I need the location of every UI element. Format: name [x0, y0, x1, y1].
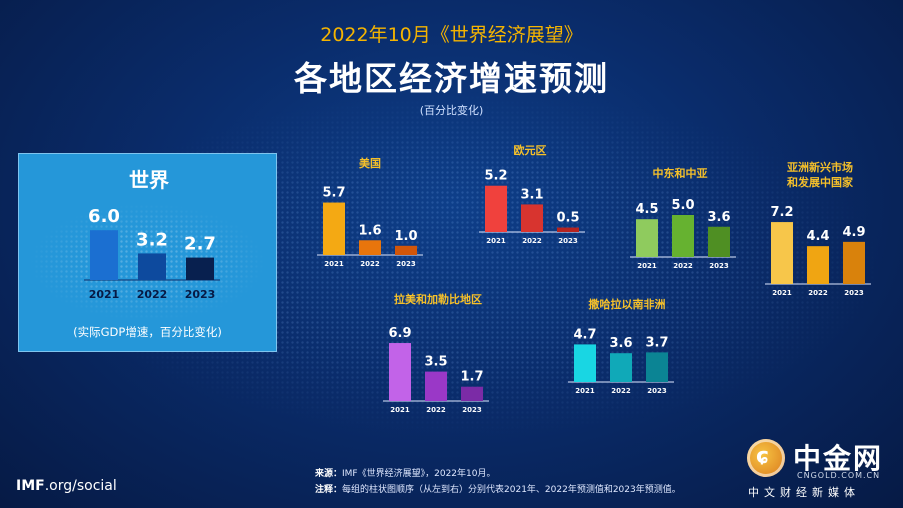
- mideast-value-label-2021: 4.5: [635, 202, 658, 217]
- latam-year-label-2021: 2021: [390, 406, 410, 414]
- us-year-label-2022: 2022: [360, 260, 380, 268]
- cngold-logo-name: 中金网: [793, 442, 884, 475]
- latam-bar-2023: [461, 386, 483, 401]
- page-subtitle: (百分比变化): [419, 104, 484, 117]
- cngold-logo-icon: ɕ: [747, 439, 785, 477]
- footer-source-label: 来源：: [315, 469, 343, 479]
- euro-value-label-2022: 3.1: [520, 187, 543, 202]
- us-title: 美国: [359, 157, 381, 170]
- us-value-label-2021: 5.7: [322, 186, 345, 201]
- latam-year-label-2022: 2022: [426, 406, 446, 414]
- world-value-label-2023: 2.7: [184, 234, 216, 255]
- us-bar-chart: 5.7 2021 1.6 2022 1.0 2023: [317, 186, 423, 268]
- asia-title: 亚洲新兴市场 和发展中国家: [775, 160, 865, 190]
- euro-bar-chart: 5.2 2021 3.1 2022 0.5 2023: [479, 169, 585, 245]
- us-bar-2021: [323, 202, 345, 255]
- mideast-value-label-2022: 5.0: [671, 198, 694, 213]
- asia-value-label-2023: 4.9: [842, 225, 865, 240]
- mideast-bar-2021: [636, 219, 658, 257]
- euro-value-label-2021: 5.2: [484, 169, 507, 184]
- asia-bar-2023: [843, 241, 865, 284]
- asia-bar-chart: 7.2 2021 4.4 2022 4.9 2023: [765, 205, 871, 297]
- ssa-bar-chart: 4.7 2021 3.6 2022 3.7 2023: [568, 327, 674, 395]
- mideast-bar-2022: [672, 215, 694, 257]
- asia-year-label-2021: 2021: [772, 289, 792, 297]
- world-bar-2022: [138, 253, 166, 280]
- ssa-value-label-2022: 3.6: [609, 336, 632, 351]
- footer-source-text: IMF《世界经济展望》，2022年10月。: [342, 469, 496, 479]
- mideast-value-label-2023: 3.6: [707, 210, 730, 225]
- page-title: 各地区经济增速预测: [294, 59, 609, 98]
- mideast-year-label-2023: 2023: [709, 262, 729, 270]
- asia-bar-2022: [807, 246, 829, 284]
- latam-year-label-2023: 2023: [462, 406, 482, 414]
- asia-year-label-2023: 2023: [844, 289, 864, 297]
- latam-title: 拉美和加勒比地区: [394, 293, 482, 306]
- footer-note-label: 注释：: [315, 485, 343, 495]
- world-year-label-2021: 2021: [89, 288, 120, 301]
- mideast-title: 中东和中亚: [652, 167, 708, 180]
- latam-bar-2021: [389, 343, 411, 401]
- euro-title: 欧元区: [513, 144, 547, 157]
- world-panel-map: [19, 154, 276, 351]
- asia-value-label-2021: 7.2: [770, 205, 793, 220]
- us-year-label-2023: 2023: [396, 260, 416, 268]
- us-value-label-2022: 1.6: [358, 223, 381, 238]
- world-bar-chart: 6.0 2021 3.2 2022 2.7 2023: [84, 206, 220, 301]
- us-value-label-2023: 1.0: [394, 229, 417, 244]
- ssa-bar-2021: [574, 344, 596, 382]
- euro-bar-2023: [557, 227, 579, 232]
- world-value-label-2021: 6.0: [88, 206, 120, 227]
- footer-note-text: 每组的柱状图顺序（从左到右）分别代表2021年、2022年预测值和2023年预测…: [342, 485, 681, 495]
- latam-value-label-2023: 1.7: [460, 370, 483, 385]
- latam-bar-chart: 6.9 2021 3.5 2022 1.7 2023: [383, 326, 489, 414]
- ssa-title: 撒哈拉以南非洲: [588, 298, 666, 311]
- ssa-bar-2023: [646, 352, 668, 382]
- euro-year-label-2022: 2022: [522, 237, 542, 245]
- world-bar-2021: [90, 230, 118, 280]
- world-panel-note: (实际GDP增速，百分比变化): [73, 325, 222, 339]
- latam-value-label-2021: 6.9: [388, 326, 411, 341]
- asia-value-label-2022: 4.4: [806, 229, 829, 244]
- euro-year-label-2023: 2023: [558, 237, 578, 245]
- latam-bar-2022: [425, 371, 447, 401]
- ssa-bar-2022: [610, 353, 632, 382]
- mideast-bar-chart: 4.5 2021 5.0 2022 3.6 2023: [630, 198, 736, 270]
- world-year-label-2022: 2022: [137, 288, 168, 301]
- imf-brand: IMF: [16, 478, 45, 494]
- world-bar-2023: [186, 257, 214, 280]
- asia-title-line1: 亚洲新兴市场: [787, 161, 853, 174]
- world-panel-title: 世界: [129, 168, 169, 192]
- imf-social-link[interactable]: IMF.org/social: [16, 478, 117, 494]
- euro-bar-2022: [521, 204, 543, 232]
- ssa-year-label-2021: 2021: [575, 387, 595, 395]
- world-value-label-2022: 3.2: [136, 229, 168, 250]
- euro-bar-2021: [485, 185, 507, 232]
- cngold-logo-url: CNGOLD.COM.CN: [797, 471, 881, 480]
- footer-note: 注释：每组的柱状图顺序（从左到右）分别代表2021年、2022年预测值和2023…: [315, 482, 681, 495]
- latam-value-label-2022: 3.5: [424, 355, 447, 370]
- us-year-label-2021: 2021: [324, 260, 344, 268]
- mideast-bar-2023: [708, 226, 730, 257]
- report-edition: 2022年10月《世界经济展望》: [320, 24, 583, 46]
- ssa-value-label-2023: 3.7: [645, 335, 668, 350]
- world-year-label-2023: 2023: [185, 288, 216, 301]
- asia-title-line2: 和发展中国家: [787, 176, 853, 189]
- ssa-value-label-2021: 4.7: [573, 327, 596, 342]
- cngold-logo: ɕ 中金网 CNGOLD.COM.CN 中文财经新媒体: [745, 437, 895, 499]
- euro-year-label-2021: 2021: [486, 237, 506, 245]
- us-bar-2023: [395, 245, 417, 255]
- mideast-year-label-2022: 2022: [673, 262, 693, 270]
- ssa-year-label-2022: 2022: [611, 387, 631, 395]
- asia-bar-2021: [771, 222, 793, 284]
- euro-value-label-2023: 0.5: [556, 211, 579, 226]
- imf-url-rest: .org/social: [44, 478, 117, 494]
- ssa-year-label-2023: 2023: [647, 387, 667, 395]
- world-panel: 世界 (实际GDP增速，百分比变化): [18, 153, 277, 352]
- us-bar-2022: [359, 240, 381, 255]
- footer-source: 来源：IMF《世界经济展望》，2022年10月。: [315, 466, 495, 479]
- mideast-year-label-2021: 2021: [637, 262, 657, 270]
- asia-year-label-2022: 2022: [808, 289, 828, 297]
- cngold-logo-tagline: 中文财经新媒体: [748, 486, 860, 499]
